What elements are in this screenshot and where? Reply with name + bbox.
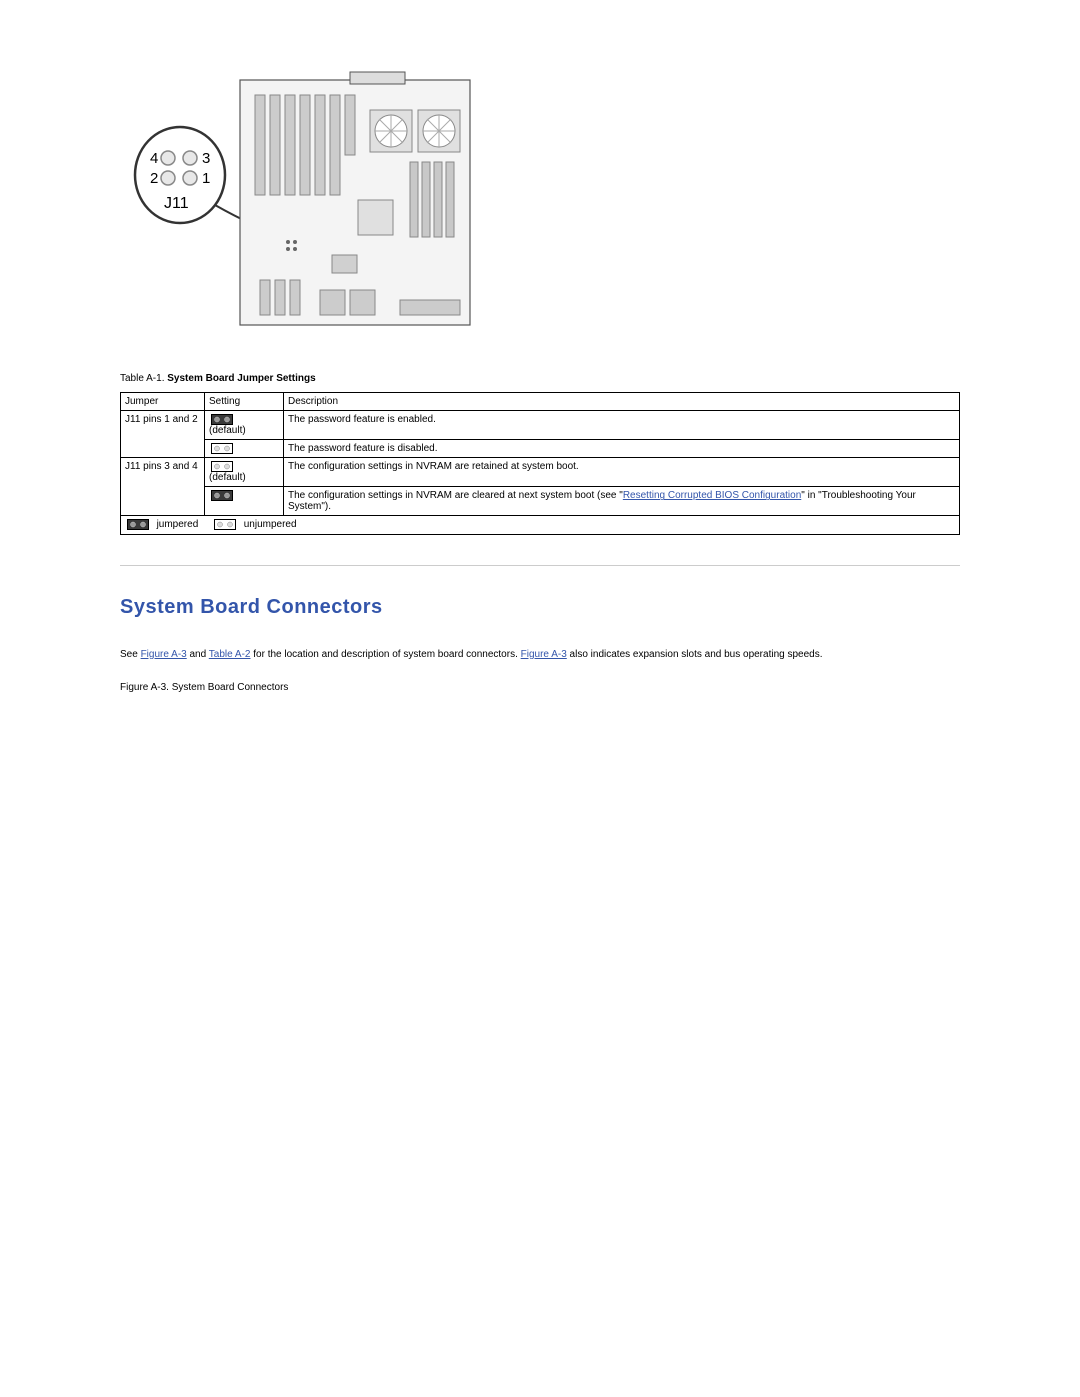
reset-bios-link[interactable]: Resetting Corrupted BIOS Configuration [623, 490, 801, 501]
legend-jumpered: jumpered [157, 520, 199, 531]
cell-setting [205, 487, 284, 516]
cell-setting [205, 440, 284, 458]
col-description: Description [284, 393, 960, 411]
body-mid2: for the location and description of syst… [250, 649, 520, 660]
cell-description: The configuration settings in NVRAM are … [284, 458, 960, 487]
table-caption-prefix: Table A-1. [120, 373, 167, 384]
table-caption: Table A-1. System Board Jumper Settings [120, 373, 960, 384]
motherboard-figure: 4 3 2 1 J11 [120, 60, 960, 343]
svg-text:1: 1 [202, 170, 210, 187]
cell-jumper: J11 pins 3 and 4 [121, 458, 205, 516]
table-row: The configuration settings in NVRAM are … [121, 487, 960, 516]
setting-default: (default) [209, 472, 246, 483]
figure-a3-link[interactable]: Figure A-3 [141, 649, 187, 660]
svg-text:2: 2 [150, 170, 158, 187]
svg-text:J11: J11 [164, 195, 189, 212]
desc-pre: The configuration settings in NVRAM are … [288, 490, 623, 501]
body-mid1: and [187, 649, 209, 660]
jumpered-icon [211, 414, 233, 425]
table-row: J11 pins 3 and 4 (default) The configura… [121, 458, 960, 487]
cell-description: The configuration settings in NVRAM are … [284, 487, 960, 516]
table-caption-title: System Board Jumper Settings [167, 373, 315, 384]
section-divider [120, 565, 960, 566]
col-setting: Setting [205, 393, 284, 411]
table-legend-row: jumpered unjumpered [121, 516, 960, 534]
cell-setting: (default) [205, 458, 284, 487]
body-paragraph: See Figure A-3 and Table A-2 for the loc… [120, 647, 960, 662]
cell-description: The password feature is enabled. [284, 411, 960, 440]
svg-text:4: 4 [150, 150, 158, 167]
table-a2-link[interactable]: Table A-2 [209, 649, 251, 660]
table-row: The password feature is disabled. [121, 440, 960, 458]
jumper-settings-table: Jumper Setting Description J11 pins 1 an… [120, 392, 960, 535]
jumpered-icon [127, 519, 149, 530]
setting-default: (default) [209, 425, 246, 436]
legend-unjumpered: unjumpered [244, 520, 297, 531]
figure-caption: Figure A-3. System Board Connectors [120, 682, 960, 693]
svg-text:3: 3 [202, 150, 210, 167]
cell-setting: (default) [205, 411, 284, 440]
cell-jumper: J11 pins 1 and 2 [121, 411, 205, 458]
legend-cell: jumpered unjumpered [121, 516, 960, 534]
unjumpered-icon [211, 443, 233, 454]
body-pre1: See [120, 649, 141, 660]
col-jumper: Jumper [121, 393, 205, 411]
section-heading: System Board Connectors [120, 596, 960, 619]
unjumpered-icon [214, 519, 236, 530]
cell-description: The password feature is disabled. [284, 440, 960, 458]
unjumpered-icon [211, 461, 233, 472]
jumpered-icon [211, 490, 233, 501]
figure-a3-link-2[interactable]: Figure A-3 [521, 649, 567, 660]
table-header-row: Jumper Setting Description [121, 393, 960, 411]
table-row: J11 pins 1 and 2 (default) The password … [121, 411, 960, 440]
body-post: also indicates expansion slots and bus o… [567, 649, 823, 660]
